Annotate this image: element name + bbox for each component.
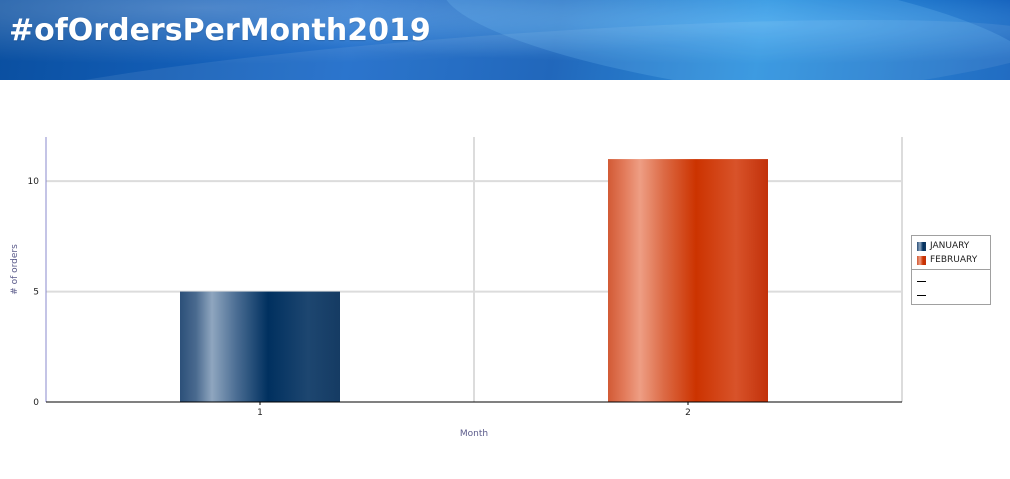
y-tick-label: 0 [33, 398, 39, 408]
x-axis-title: Month [460, 429, 488, 439]
y-tick-label: 10 [28, 177, 40, 187]
legend-separator [912, 269, 990, 270]
legend-dash-icon [917, 280, 926, 282]
legend-empty-item [912, 274, 990, 288]
page-header: #ofOrdersPerMonth2019 [0, 0, 1010, 80]
legend-label-january: JANUARY [930, 241, 970, 251]
x-tick-label: 2 [685, 408, 691, 418]
y-tick-label: 5 [33, 288, 39, 298]
page-title: #ofOrdersPerMonth2019 [9, 13, 431, 48]
chart-legend: JANUARY FEBRUARY [911, 235, 991, 305]
legend-item-january: JANUARY [912, 239, 990, 253]
bar-february-2 [608, 159, 768, 402]
legend-dash-icon [917, 294, 926, 296]
legend-item-february: FEBRUARY [912, 253, 990, 267]
legend-label-february: FEBRUARY [930, 255, 978, 265]
x-tick-label: 1 [257, 408, 263, 418]
y-axis-title: # of orders [10, 244, 20, 295]
bar-january-1 [180, 291, 340, 402]
legend-empty-item [912, 288, 990, 302]
legend-swatch-february [917, 255, 926, 265]
legend-swatch-january [917, 241, 926, 251]
